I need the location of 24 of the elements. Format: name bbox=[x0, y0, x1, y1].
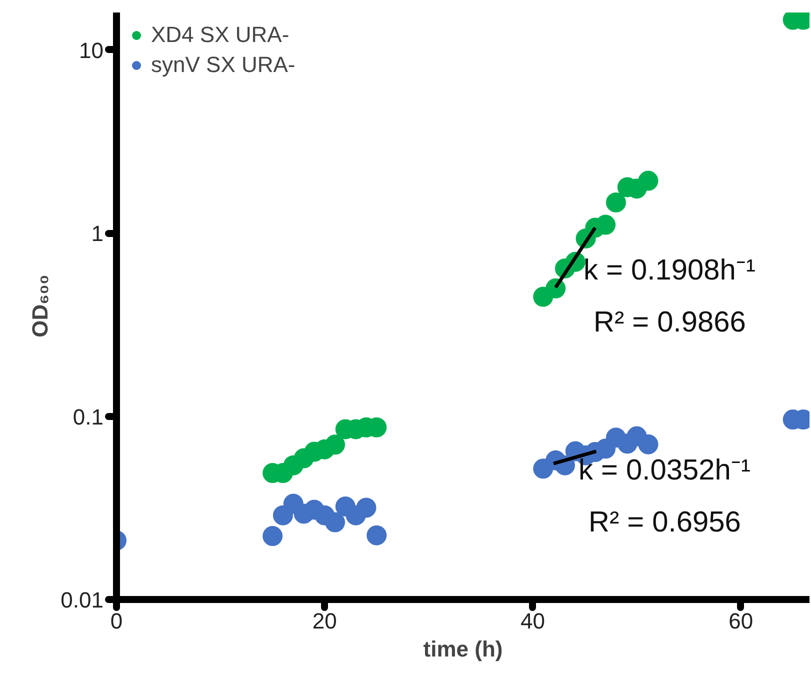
legend-label: XD4 SX URA- bbox=[151, 22, 290, 48]
legend-label: synV SX URA- bbox=[151, 52, 296, 78]
x-tick-label: 0 bbox=[110, 608, 123, 634]
x-axis-title: time (h) bbox=[423, 636, 503, 662]
annotation: R² = 0.9866 bbox=[594, 306, 746, 338]
point bbox=[262, 526, 283, 546]
point bbox=[325, 434, 346, 455]
annotation: k = 0.1908h⁻¹ bbox=[584, 254, 756, 286]
point bbox=[638, 170, 658, 191]
x-tick-label: 60 bbox=[728, 608, 754, 634]
point bbox=[366, 525, 387, 546]
y-tick-label: 1 bbox=[91, 221, 104, 246]
x-tick-label: 20 bbox=[312, 608, 337, 634]
x-tick-label: 40 bbox=[520, 608, 545, 634]
point bbox=[606, 192, 626, 212]
point bbox=[356, 498, 376, 518]
y-tick-label: 0.1 bbox=[72, 404, 104, 430]
annotation: R² = 0.6956 bbox=[588, 506, 741, 538]
point bbox=[325, 512, 346, 532]
y-axis-title: OD₆₀₀ bbox=[28, 274, 53, 338]
y-tick-label: 10 bbox=[79, 38, 104, 63]
point bbox=[638, 434, 658, 454]
annotation: k = 0.0352h⁻¹ bbox=[578, 454, 751, 486]
y-tick-label: 0.01 bbox=[60, 588, 104, 612]
